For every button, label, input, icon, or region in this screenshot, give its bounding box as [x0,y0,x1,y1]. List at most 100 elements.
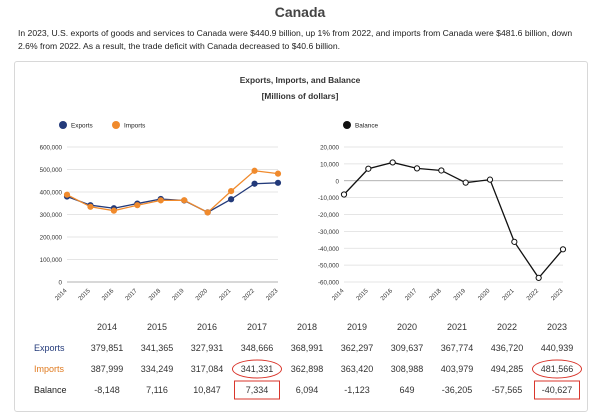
x-tick-label: 2014 [54,287,69,302]
year-header: 2018 [296,321,318,332]
table-row-balance: Balance -8,148 7,116 10,847 7,334 6,094 -1,123… [30,379,582,400]
cell-value: 387,999 [90,363,124,374]
data-point-imports [251,167,258,174]
cell-value: -8,148 [94,384,120,395]
y-tick-label: 20,000 [320,145,339,152]
x-tick-label: 2017 [404,287,419,302]
cell-value: 436,720 [490,342,524,353]
y-tick-label: -20,000 [318,212,340,219]
cell-value: 494,285 [490,363,524,374]
cell-value: 348,666 [240,342,274,353]
legend-marker [59,121,67,129]
cell-value: 481,566 [540,363,574,374]
cell-value: 362,898 [290,363,324,374]
table-cell: 363,420 [332,358,382,379]
table-row-exports: Exports 379,851 341,365 327,931 348,666 368,9… [30,337,582,358]
table-cell: 7,116 [132,379,182,400]
table-cell: 309,637 [382,337,432,358]
table-cell: -8,148 [82,379,132,400]
year-header: 2020 [396,321,418,332]
x-tick-label: 2018 [428,287,443,302]
cell-value: -1,123 [344,384,370,395]
table-cell: 379,851 [82,337,132,358]
table-cell: 367,774 [432,337,482,358]
data-point-exports [274,179,282,186]
year-header: 2023 [546,321,568,332]
x-tick-label: 2017 [124,287,139,302]
cell-value: 309,637 [390,342,424,353]
cell-value: 649 [399,384,415,395]
chart-title: Exports, Imports, and Balance [239,75,361,85]
cell-value: 317,084 [190,363,224,374]
y-tick-label: 100,000 [40,257,63,264]
table-cell: 494,285 [482,358,532,379]
y-tick-label: 600,000 [40,145,63,152]
x-tick-label: 2022 [241,287,256,302]
table-cell: 308,988 [382,358,432,379]
table-cell: 440,939 [532,337,582,358]
data-point-balance [438,167,445,174]
row-label-exports: Exports [34,342,65,353]
table-cell: 368,991 [282,337,332,358]
data-point-balance [511,238,518,245]
cell-value: -36,205 [441,384,473,395]
year-header: 2019 [346,321,368,332]
data-point-balance [340,191,348,198]
data-point-imports [157,197,164,204]
y-tick-label: -50,000 [318,263,340,270]
table-cell: 348,666 [232,337,282,358]
year-header: 2015 [146,321,168,332]
x-tick-label: 2023 [265,287,280,302]
cell-value: 327,931 [190,342,224,353]
y-tick-label: 300,000 [40,212,63,219]
year-header: 2022 [496,321,518,332]
table-cell: 436,720 [482,337,532,358]
x-tick-label: 2016 [379,287,394,302]
year-header: 2016 [196,321,218,332]
series-line-balance [343,161,564,279]
table-cell: -36,205 [432,379,482,400]
y-tick-label: -30,000 [318,229,340,236]
x-tick-label: 2015 [355,287,370,302]
x-tick-label: 2018 [148,287,163,302]
chart-units: [Millions of dollars] [261,91,339,101]
table-cell: 10,847 [182,379,232,400]
table-cell: 341,331 [232,358,282,379]
x-tick-label: 2022 [525,287,540,302]
legend-marker [343,121,351,129]
cell-value: -57,565 [491,384,523,395]
table-cell: 362,297 [332,337,382,358]
y-tick-label: 0 [59,280,63,287]
data-table: 2014 2015 2016 2017 2018 2019 2020 2021 2022 2023… [30,316,582,400]
table-cell: 7,334 [232,379,282,400]
table-cell: 387,999 [82,358,132,379]
data-point-imports [204,209,211,216]
table-cell: 481,566 [532,358,582,379]
cell-value: 362,297 [340,342,374,353]
data-point-imports [110,207,117,214]
cell-value: 367,774 [440,342,474,353]
cell-value: 7,116 [146,384,168,395]
cell-value: 403,979 [440,363,474,374]
table-cell: 327,931 [182,337,232,358]
x-tick-label: 2020 [477,287,492,302]
legend-label: Exports [71,123,93,130]
table-corner [30,316,82,337]
row-label-balance: Balance [34,384,67,395]
year-header: 2017 [246,321,268,332]
x-tick-label: 2014 [331,287,346,302]
data-point-exports [251,180,258,187]
x-tick-label: 2019 [452,287,467,302]
table-cell: 649 [382,379,432,400]
cell-value: -40,627 [541,384,573,395]
data-point-exports [228,196,235,203]
data-point-imports [274,170,282,177]
x-tick-label: 2016 [101,287,116,302]
y-tick-label: 500,000 [40,167,63,174]
table-cell: -40,627 [532,379,582,400]
cell-value: 341,331 [240,363,274,374]
cell-value: 308,988 [390,363,424,374]
data-point-balance [389,159,396,166]
chart-panel [14,61,588,412]
